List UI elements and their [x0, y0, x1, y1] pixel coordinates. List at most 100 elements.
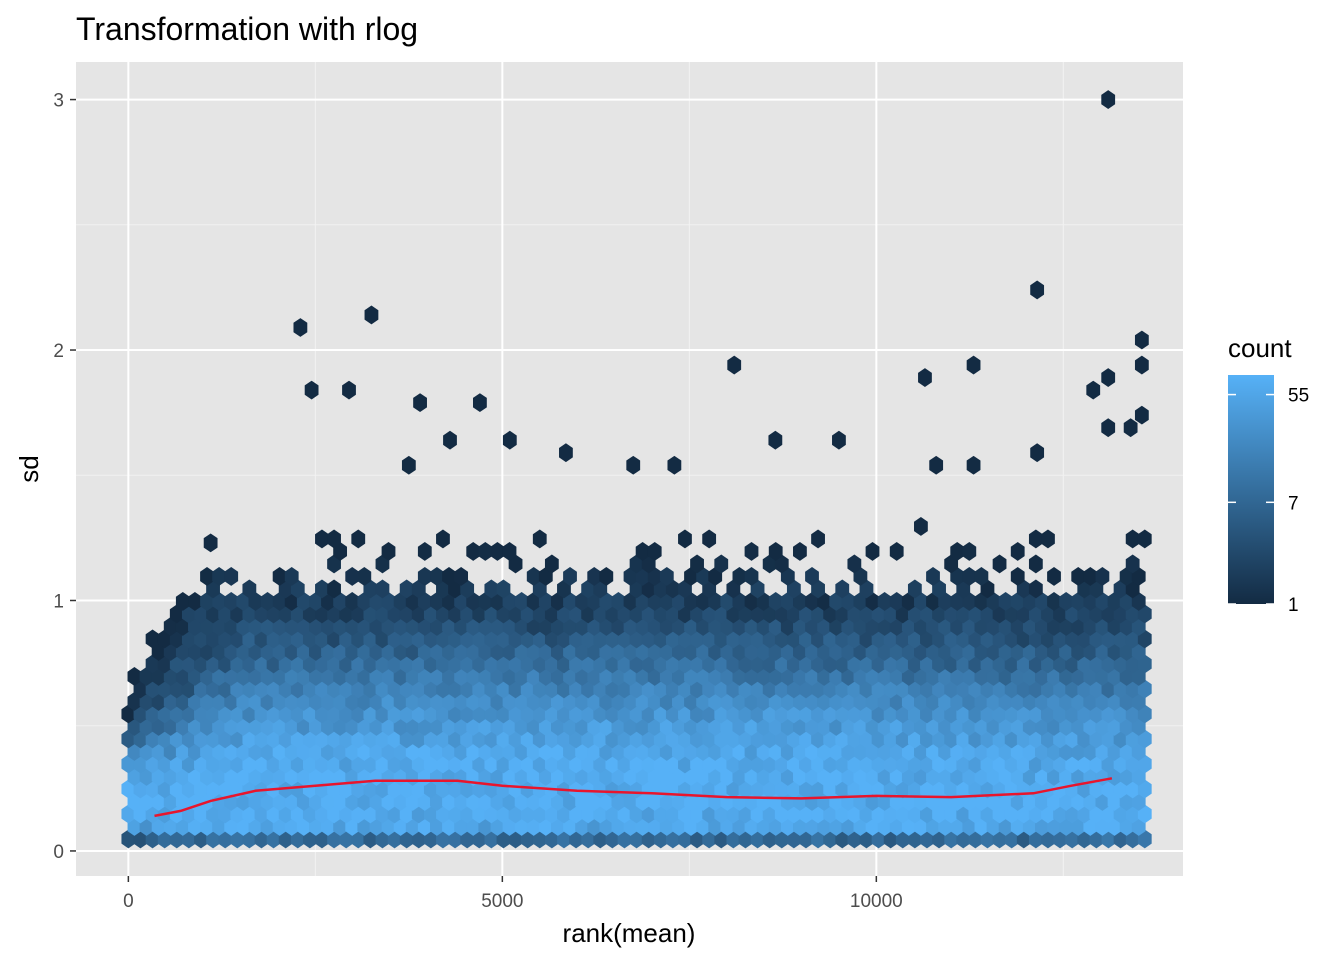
hex-bin: [381, 592, 396, 611]
hex-bin: [266, 704, 281, 724]
hex-bin: [508, 804, 523, 824]
hex-bin: [581, 804, 596, 824]
hex-bin: [133, 679, 148, 699]
hex-bin: [786, 779, 801, 799]
hex-bin: [490, 742, 505, 761]
hex-bin: [932, 654, 946, 674]
hex-bin: [641, 804, 656, 824]
hex-bin: [175, 792, 190, 811]
hex-bin: [357, 642, 372, 661]
hex-bin: [1131, 792, 1146, 811]
hex-bin: [1125, 754, 1140, 774]
hex-bin: [1047, 742, 1061, 761]
hex-bin: [296, 717, 311, 736]
hex-bin: [823, 629, 838, 649]
hex-bin: [200, 742, 214, 761]
hex-bin: [321, 717, 335, 736]
hex-bin: [647, 667, 662, 686]
hex-bin: [1137, 729, 1152, 749]
hex-bin: [224, 567, 239, 586]
hex-bin: [218, 829, 233, 849]
hex-bin: [581, 579, 596, 599]
hex-bin: [369, 692, 384, 711]
hex-bin: [708, 617, 723, 636]
hex-bin: [950, 742, 965, 761]
hex-bin: [194, 704, 208, 724]
hex-bin: [478, 692, 493, 711]
hex-bin: [762, 779, 777, 799]
hex-bin: [460, 579, 475, 599]
hex-bin: [865, 767, 880, 786]
hex-bin: [1028, 829, 1043, 849]
hex-bin: [1131, 717, 1146, 736]
hex-bin: [514, 742, 529, 761]
hex-bin: [665, 829, 680, 849]
hex-bin: [750, 729, 765, 749]
hex-bin: [1137, 829, 1152, 849]
hex-bin: [992, 729, 1007, 749]
hex-bin: [563, 817, 577, 836]
hex-bin: [593, 829, 608, 849]
hex-bin: [968, 779, 983, 799]
hex-bin: [411, 629, 426, 649]
hex-bin: [290, 729, 305, 749]
hex-bin: [593, 704, 608, 724]
hex-bin: [635, 617, 650, 636]
hex-bin: [920, 654, 934, 674]
hex-bin: [121, 704, 136, 724]
hex-bin: [829, 642, 844, 661]
hex-bin: [139, 717, 154, 736]
hex-bin: [980, 604, 995, 624]
hex-bin: [714, 729, 729, 749]
hex-bin: [436, 604, 450, 624]
hex-bin: [659, 667, 674, 686]
hex-bin: [206, 579, 220, 599]
hex-bin: [986, 692, 1001, 711]
hex-bin: [526, 742, 541, 761]
hex-bin: [1095, 667, 1110, 686]
hex-bin: [811, 629, 825, 649]
hex-bin: [496, 604, 511, 624]
hex-bin: [405, 817, 420, 836]
hex-bin: [151, 792, 166, 811]
hex-bin: [877, 642, 892, 661]
hex-bin: [454, 817, 469, 836]
hex-bin: [526, 717, 541, 736]
hex-bin: [871, 679, 886, 699]
hex-bin: [599, 742, 614, 761]
hex-bin: [756, 642, 771, 661]
hex-bin: [611, 642, 626, 661]
hex-bin: [1010, 567, 1025, 586]
hex-bin: [944, 654, 959, 674]
hex-bin: [762, 629, 777, 649]
hex-bin: [1137, 754, 1152, 774]
hex-bin: [962, 542, 977, 561]
hex-bin: [895, 829, 910, 849]
hex-bin: [950, 617, 965, 636]
hex-bin: [1101, 779, 1116, 799]
hex-bin: [557, 754, 571, 774]
hex-bin: [750, 754, 765, 774]
hex-bin: [411, 779, 426, 799]
hex-bin: [569, 804, 583, 824]
hex-bin: [786, 629, 801, 649]
hex-bin: [284, 667, 299, 686]
hex-bin: [230, 754, 245, 774]
hex-bin: [520, 704, 535, 724]
hex-bin: [490, 792, 505, 811]
hex-bin: [986, 717, 1001, 736]
hex-bin: [817, 717, 832, 736]
hex-bin: [345, 717, 360, 736]
hex-bin: [672, 617, 686, 636]
hex-bin: [672, 592, 686, 611]
hex-bin: [181, 754, 196, 774]
hex-bin: [1041, 604, 1055, 624]
hex-bin: [448, 604, 462, 624]
hex-bin: [708, 692, 723, 711]
hex-bin: [901, 592, 916, 611]
hex-bin: [502, 542, 517, 561]
hex-bin: [224, 767, 239, 786]
hex-bin: [1053, 829, 1067, 849]
hex-bin: [296, 792, 311, 811]
